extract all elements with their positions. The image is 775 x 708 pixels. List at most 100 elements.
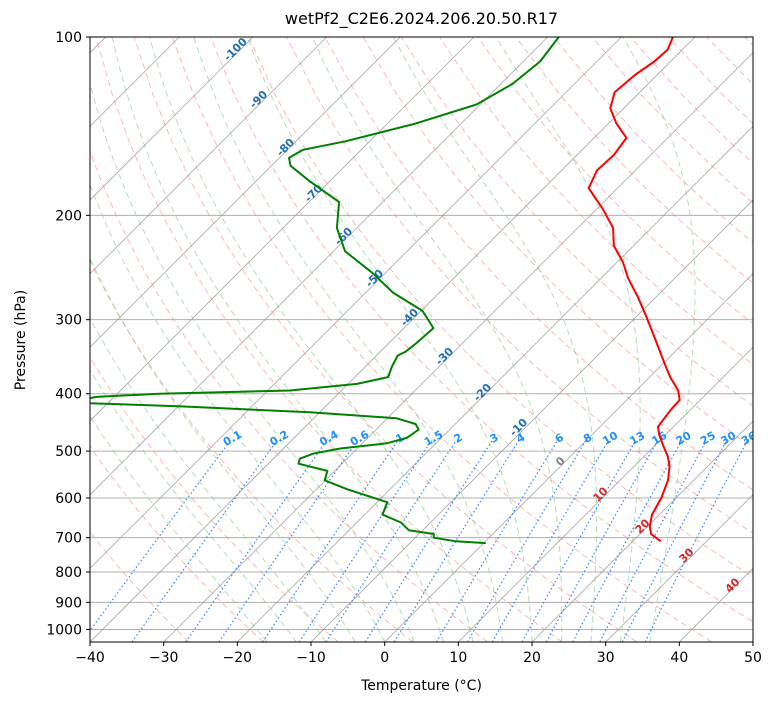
isotherm-label: 30 xyxy=(677,545,697,565)
y-tick-label: 800 xyxy=(55,565,82,581)
mixing-ratio-lines xyxy=(90,440,748,642)
y-tick-label: 400 xyxy=(55,387,82,403)
mixing-ratio-line xyxy=(545,440,659,642)
mixing-ratio-label: 0.2 xyxy=(267,428,290,449)
dry-adiabat xyxy=(477,37,753,325)
mixing-ratio-label: 25 xyxy=(698,429,718,448)
dry-adiabat xyxy=(90,356,339,642)
dewpoint-profile xyxy=(90,37,560,545)
isotherm-line xyxy=(90,37,254,201)
chart-title: wetPf2_C2E6.2024.206.20.50.R17 xyxy=(284,9,559,28)
mixing-ratio-line xyxy=(466,440,587,642)
isotherm-line xyxy=(90,37,548,496)
moist-adiabat xyxy=(90,256,356,642)
x-tick-label: 50 xyxy=(744,650,762,666)
dry-adiabat xyxy=(324,37,753,491)
isotherm-label: 10 xyxy=(591,484,611,504)
isotherm-line xyxy=(90,37,696,642)
x-tick-label: 0 xyxy=(380,650,389,666)
dry-adiabat xyxy=(706,37,753,86)
isotherm-line xyxy=(237,125,753,642)
mixing-ratio-label: 1.5 xyxy=(422,428,445,449)
mixing-ratio-line xyxy=(644,440,748,642)
moist-adiabat xyxy=(90,368,297,642)
y-tick-label: 700 xyxy=(55,531,82,547)
mixing-ratio-label: 0.1 xyxy=(221,428,244,449)
isotherm-label: -50 xyxy=(363,267,386,290)
x-axis-label: Temperature (°C) xyxy=(361,678,482,694)
moist-adiabat xyxy=(193,37,503,642)
mixing-ratio-line xyxy=(218,440,358,642)
mixing-ratio-label: 20 xyxy=(674,429,694,448)
moist-adiabat xyxy=(149,37,474,642)
moist-adiabat xyxy=(622,37,696,642)
dry-adiabat xyxy=(744,37,753,46)
mixing-ratio-line xyxy=(364,440,493,642)
isotherm-label: 0 xyxy=(553,454,568,469)
dry-adiabat xyxy=(248,37,753,578)
dry-adiabat xyxy=(171,37,712,642)
moist-adiabat xyxy=(90,81,415,642)
mixing-ratio-label: 6 xyxy=(553,431,566,446)
mixing-ratio-label: 36 xyxy=(739,429,759,448)
dry-adiabat xyxy=(133,37,638,642)
mixing-ratio-line xyxy=(572,440,683,642)
mixing-ratio-label: 30 xyxy=(719,429,739,448)
mixing-ratio-line xyxy=(325,440,457,642)
isotherm-line xyxy=(458,346,753,642)
isotherm-label: -30 xyxy=(433,345,456,368)
mixing-ratio-line xyxy=(90,440,231,632)
grid xyxy=(90,37,753,630)
mixing-ratio-label: 2 xyxy=(452,431,465,446)
dry-adiabat xyxy=(286,37,753,534)
y-axis-ticks: 100 200 300 400 500 600 700 800 900 1000 xyxy=(46,30,90,638)
dry-adiabat xyxy=(90,259,414,642)
y-tick-label: 600 xyxy=(55,491,82,507)
dry-adiabat xyxy=(90,445,264,642)
x-tick-label: −40 xyxy=(75,650,105,666)
temperature-profile xyxy=(587,37,681,543)
mixing-ratio-line xyxy=(491,440,609,642)
series-lines xyxy=(90,37,681,545)
y-tick-label: 100 xyxy=(55,30,82,46)
y-tick-label: 200 xyxy=(55,208,82,224)
x-tick-label: −10 xyxy=(296,650,326,666)
moist-adiabat xyxy=(392,37,598,642)
moist-adiabat xyxy=(111,37,445,642)
moist-adiabat xyxy=(90,182,386,642)
moist-adiabat-lines xyxy=(90,37,696,642)
mixing-ratio-line xyxy=(521,440,637,642)
isotherm-line xyxy=(384,273,753,642)
isotherm-lines xyxy=(90,37,753,642)
isotherm-line xyxy=(531,420,753,642)
isotherm-line xyxy=(90,37,475,422)
y-axis-label: Pressure (hPa) xyxy=(13,289,29,391)
isotherm-line xyxy=(163,52,753,642)
isotherm-line xyxy=(90,37,327,275)
dry-adiabat xyxy=(515,37,753,284)
y-tick-label: 1000 xyxy=(46,622,82,638)
isotherm-line xyxy=(752,641,753,642)
moist-adiabat xyxy=(311,37,563,642)
isotherm-label: -100 xyxy=(221,35,250,64)
mixing-ratio-label: 13 xyxy=(628,429,648,448)
x-tick-label: 40 xyxy=(670,650,688,666)
y-tick-label: 300 xyxy=(55,313,82,329)
dry-adiabat xyxy=(553,37,753,244)
moist-adiabat xyxy=(495,37,641,642)
dry-adiabat xyxy=(210,37,753,623)
x-tick-label: 10 xyxy=(449,650,467,666)
dry-adiabat-lines xyxy=(0,37,753,642)
mixing-ratio-line xyxy=(599,440,707,642)
moist-adiabat xyxy=(246,37,533,642)
isotherm-line xyxy=(605,494,753,642)
reference-curve xyxy=(0,37,79,642)
isotherm-label: -10 xyxy=(507,416,530,439)
isotherm-line xyxy=(310,199,753,642)
mixing-ratio-line xyxy=(393,440,520,642)
isotherm-line xyxy=(90,37,401,348)
isotherm-label: -90 xyxy=(247,88,270,111)
y-tick-label: 900 xyxy=(55,595,82,611)
x-tick-label: 30 xyxy=(597,650,615,666)
isotherm-line xyxy=(90,37,622,569)
